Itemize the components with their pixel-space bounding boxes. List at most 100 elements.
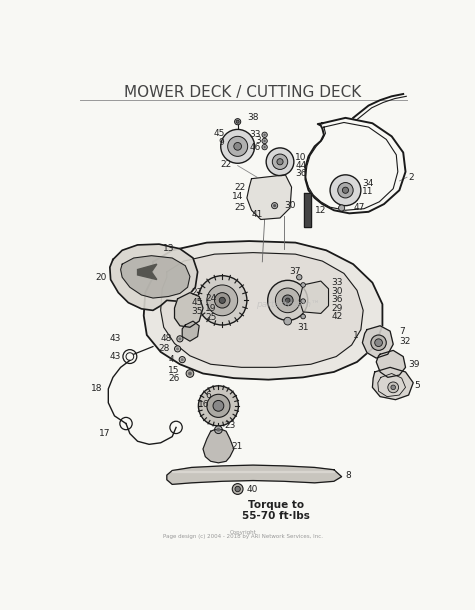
Polygon shape [161,253,363,367]
Circle shape [371,335,386,350]
Circle shape [301,299,305,303]
Text: 44: 44 [295,161,307,170]
Text: 48: 48 [161,334,172,343]
Circle shape [375,339,382,346]
Text: 43: 43 [109,352,121,361]
Text: 22: 22 [234,182,246,192]
Text: 17: 17 [99,429,111,438]
Circle shape [236,120,239,123]
Circle shape [235,118,241,125]
Text: 3: 3 [255,137,261,145]
Circle shape [217,428,220,432]
Polygon shape [203,429,234,463]
Polygon shape [110,244,198,310]
Circle shape [266,148,294,176]
Circle shape [179,337,181,340]
Circle shape [174,346,180,352]
Text: Page design (c) 2004 - 2018 by ARI Network Services, Inc.: Page design (c) 2004 - 2018 by ARI Netwo… [163,534,323,539]
Text: 6: 6 [205,390,211,400]
Text: 46: 46 [249,143,261,152]
Polygon shape [167,465,342,484]
Circle shape [232,484,243,494]
Circle shape [215,426,222,434]
Text: 41: 41 [251,210,263,218]
Circle shape [272,154,288,170]
Circle shape [264,146,266,148]
Text: partsstream™: partsstream™ [256,300,320,309]
Text: 24: 24 [205,294,217,303]
Text: 13: 13 [162,244,174,253]
Text: 32: 32 [399,337,411,346]
Circle shape [262,145,267,150]
Text: 11: 11 [362,187,374,196]
Circle shape [276,288,300,313]
Text: 45: 45 [213,129,225,138]
Circle shape [301,314,305,319]
Circle shape [273,204,276,207]
Text: 29: 29 [332,304,343,312]
Text: 25: 25 [234,204,246,212]
Polygon shape [121,256,190,298]
Text: 8: 8 [345,471,351,479]
Text: 28: 28 [159,345,170,353]
Text: 23: 23 [225,422,236,431]
Text: 20: 20 [95,273,107,282]
Text: 15: 15 [169,366,180,375]
Text: 26: 26 [169,373,180,382]
Circle shape [296,274,302,280]
Circle shape [180,358,184,361]
Circle shape [177,336,183,342]
Text: 33: 33 [249,131,261,139]
Text: 25: 25 [205,313,217,322]
Text: 1: 1 [353,331,359,340]
Circle shape [330,175,361,206]
Circle shape [213,400,224,411]
Circle shape [301,282,305,287]
Circle shape [339,205,345,211]
Circle shape [199,386,238,426]
Text: 30: 30 [284,201,295,210]
Text: MOWER DECK / CUTTING DECK: MOWER DECK / CUTTING DECK [124,85,361,100]
Polygon shape [247,175,292,220]
Text: 18: 18 [91,384,103,393]
Text: 31: 31 [298,323,309,332]
Circle shape [186,370,194,378]
Circle shape [272,203,278,209]
Circle shape [207,394,230,417]
Text: 38: 38 [247,113,259,123]
Circle shape [176,347,179,350]
Circle shape [207,285,238,316]
Text: 42: 42 [332,312,343,321]
Text: 14: 14 [232,192,244,201]
Text: Torque to
55-70 ft·lbs: Torque to 55-70 ft·lbs [242,500,310,522]
Circle shape [282,295,293,306]
Text: 39: 39 [408,360,420,369]
Circle shape [277,159,283,165]
Text: 9: 9 [219,138,225,147]
Circle shape [198,276,247,325]
Circle shape [268,281,308,320]
Text: 5: 5 [415,381,420,390]
Polygon shape [138,264,157,279]
Circle shape [264,134,266,136]
Text: 2: 2 [408,173,414,182]
Circle shape [264,140,266,142]
Polygon shape [172,470,334,472]
Text: 7: 7 [399,326,405,336]
Circle shape [188,371,192,375]
Text: 12: 12 [314,206,326,215]
Text: 34: 34 [362,179,374,188]
Polygon shape [182,321,199,341]
Circle shape [388,382,399,393]
Text: 16: 16 [198,400,209,409]
Circle shape [235,486,240,492]
Circle shape [338,182,353,198]
Polygon shape [376,350,406,378]
Circle shape [262,138,267,144]
Text: 37: 37 [290,267,301,276]
Circle shape [234,143,241,150]
Text: 21: 21 [231,442,243,451]
Text: 36: 36 [332,295,343,304]
Text: Copyright: Copyright [230,529,256,534]
Polygon shape [299,281,329,314]
